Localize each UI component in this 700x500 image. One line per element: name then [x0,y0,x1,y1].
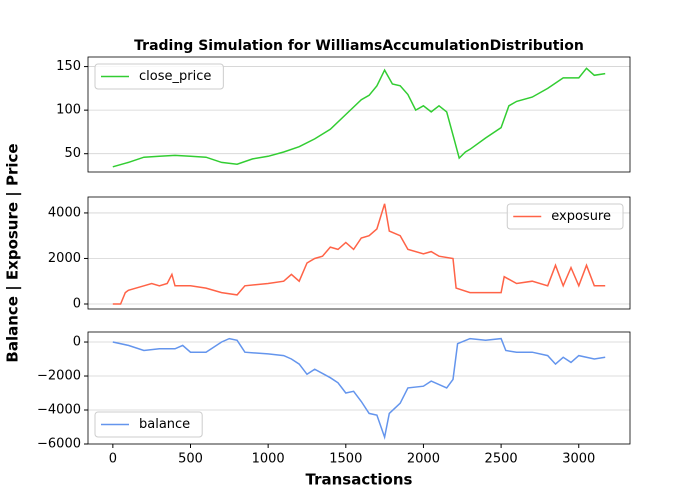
price-line [112,337,606,441]
legend-box [506,203,624,230]
axes-frame [87,331,631,445]
y-tick-label: 150 [56,59,81,74]
legend-box [94,411,203,438]
y-tick-label: −2000 [37,369,81,384]
axes-frame [87,196,631,310]
x-tick-label: 1000 [252,452,285,467]
y-tick-label: 4000 [48,205,81,220]
price-line [112,67,606,168]
y-tick-label: −4000 [37,403,81,418]
legend-label: exposure [551,209,611,224]
y-tick-label: 100 [56,103,81,118]
x-tick-label: 3000 [562,452,595,467]
x-tick-label: 0 [109,452,117,467]
legend-box [94,63,224,90]
chart-title: Trading Simulation for WilliamsAccumulat… [134,38,584,54]
y-tick-label: 50 [64,146,81,161]
y-tick-label: 0 [73,296,81,311]
y-tick-label: 2000 [48,251,81,266]
legend-label: close_price [139,69,211,84]
y-tick-label: −6000 [37,437,81,452]
x-tick-label: 2000 [407,452,440,467]
x-tick-label: 500 [178,452,203,467]
x-axis-label: Transactions [306,471,413,489]
y-tick-label: 0 [73,335,81,350]
y-axis-label: Balance | Exposure | Price [4,143,23,362]
x-tick-label: 1500 [329,452,362,467]
price-line [112,203,606,305]
axes-frame [87,56,631,173]
legend-label: balance [139,417,190,432]
x-tick-label: 2500 [485,452,518,467]
